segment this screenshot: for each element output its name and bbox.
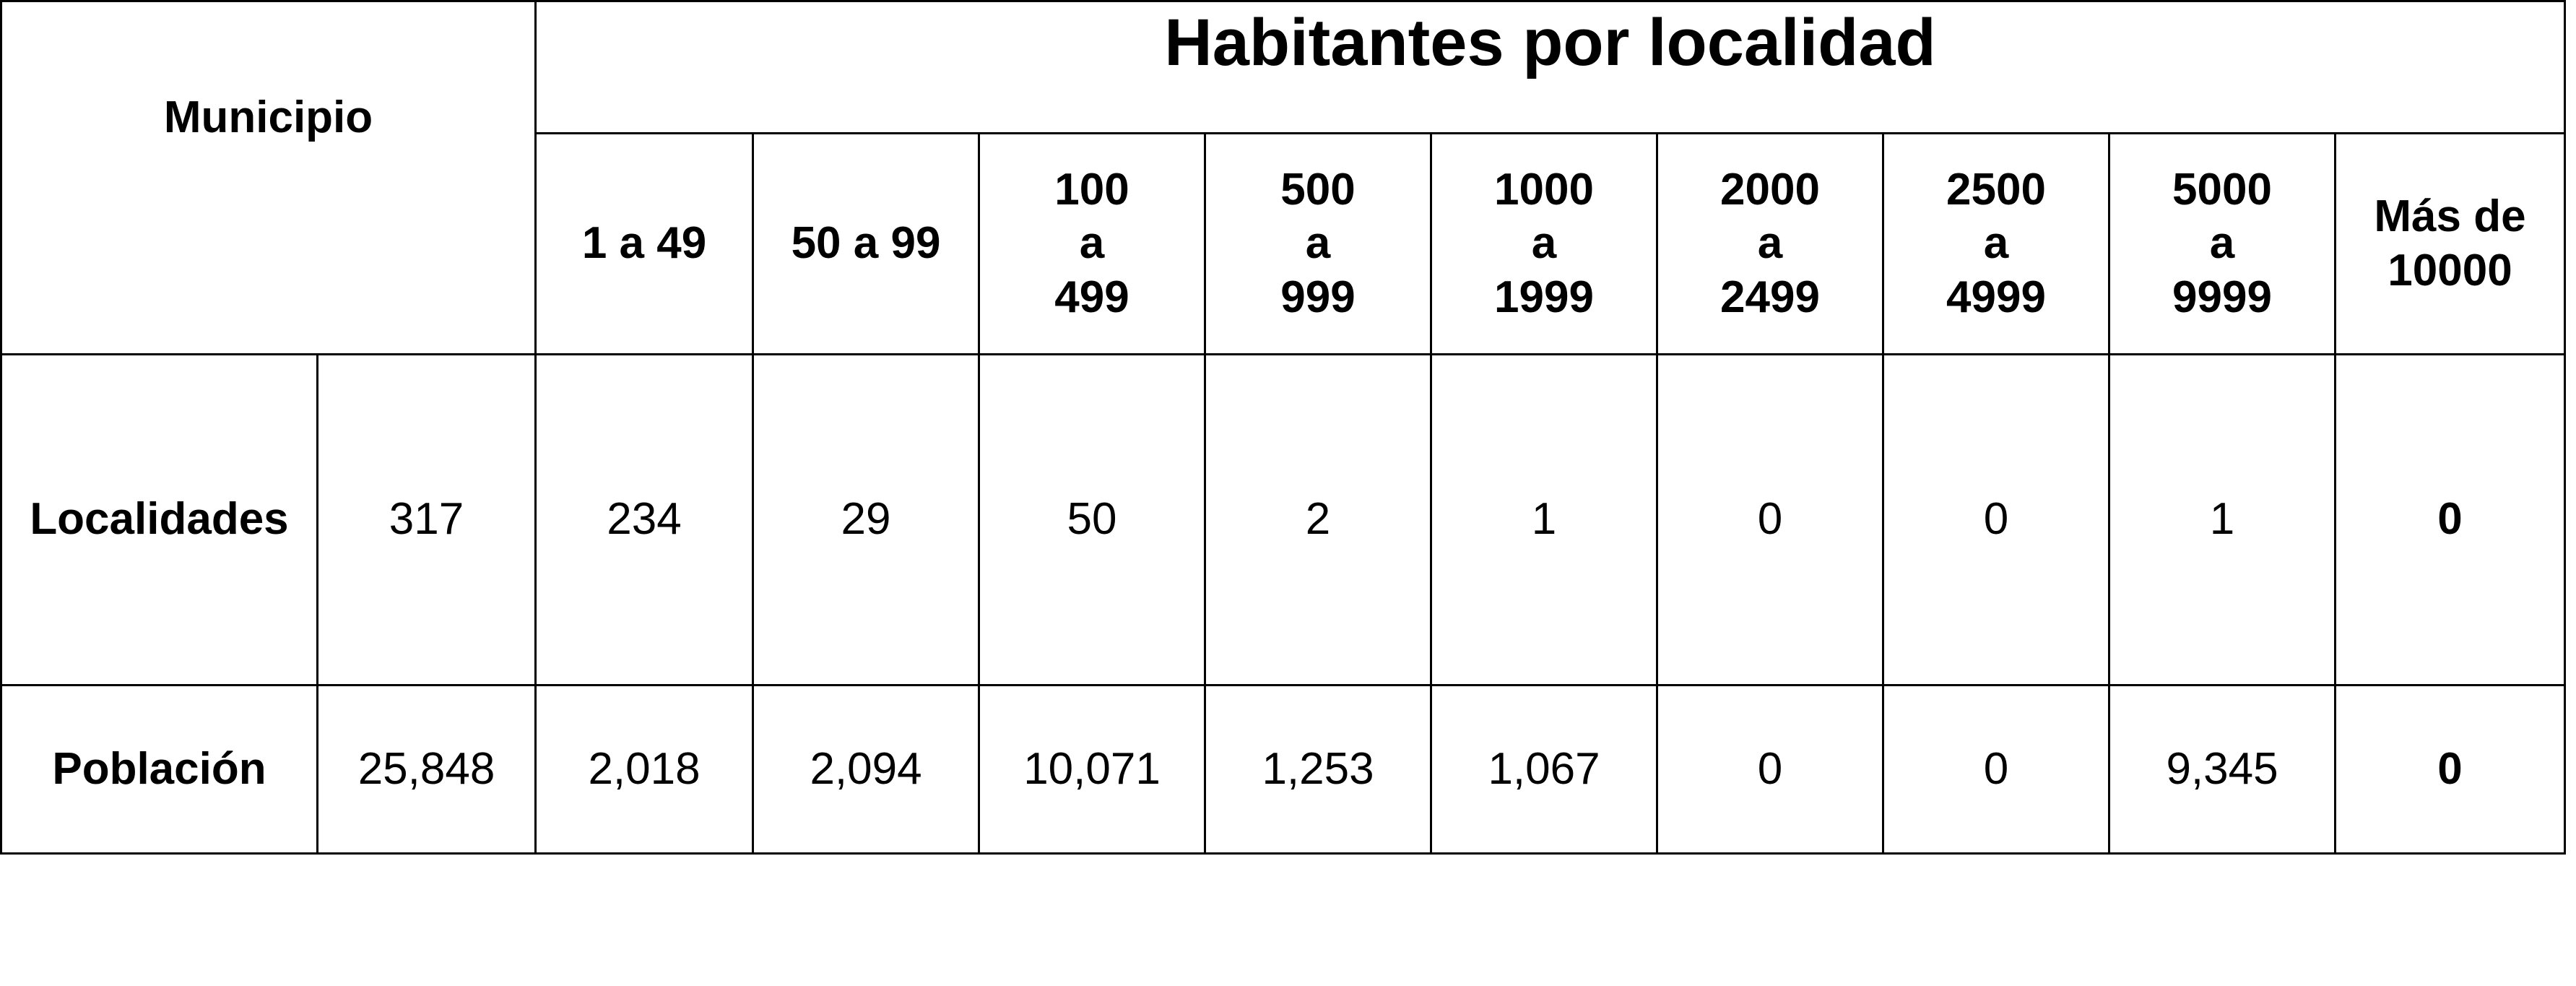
table-cell: 1,253	[1204, 684, 1433, 855]
table-cell: 50	[978, 353, 1207, 686]
table-cell: 0	[2334, 353, 2567, 686]
range-header-1-49: 1 a 49	[534, 132, 755, 355]
range-header-2500-4999: 2500 a 4999	[1882, 132, 2111, 355]
range-header-2000-2499: 2000 a 2499	[1656, 132, 1885, 355]
range-header-50-99: 50 a 99	[752, 132, 981, 355]
range-header-row: 1 a 49 50 a 99 100 a 499 500 a 999 1000 a 1999…	[1, 132, 2567, 355]
range-header-500-999: 500 a 999	[1204, 132, 1433, 355]
table-cell: 0	[1656, 684, 1885, 855]
table-cell: 2,094	[752, 684, 981, 855]
range-header-100-499: 100 a 499	[978, 132, 1207, 355]
table-cell: 9,345	[2108, 684, 2337, 855]
table-cell: 2	[1204, 353, 1433, 686]
table-cell: 1	[2108, 353, 2337, 686]
table-cell: 0	[2334, 684, 2567, 855]
row-label-poblacion: Población	[0, 684, 318, 855]
habitantes-table: Municipio Habitantes por localidad 1 a 4…	[0, 0, 2567, 855]
table-cell: 0	[1656, 353, 1885, 686]
poblacion-total: 25,848	[316, 684, 537, 855]
table-cell: 1,067	[1430, 684, 1659, 855]
table-cell: 29	[752, 353, 981, 686]
table-cell: 234	[534, 353, 755, 686]
table-cell: 1	[1430, 353, 1659, 686]
table-cell: 10,071	[978, 684, 1207, 855]
municipio-header: Municipio	[163, 92, 373, 142]
table-cell: 0	[1882, 353, 2111, 686]
range-header-mas-10000: Más de 10000	[2334, 132, 2567, 355]
table-title: Habitantes por localidad	[1164, 6, 1936, 79]
localidades-total: 317	[316, 353, 537, 686]
row-label-localidades: Localidades	[0, 353, 318, 686]
range-header-1000-1999: 1000 a 1999	[1430, 132, 1659, 355]
table-row-localidades: Localidades 317 234 29 50 2 1 0 0 1 0	[0, 353, 2567, 686]
title-row: Municipio Habitantes por localidad	[0, 0, 2567, 355]
range-header-5000-9999: 5000 a 9999	[2108, 132, 2337, 355]
table-row-poblacion: Población 25,848 2,018 2,094 10,071 1,25…	[0, 684, 2567, 855]
title-cell: Habitantes por localidad	[534, 0, 2567, 134]
table-cell: 2,018	[534, 684, 755, 855]
table-cell: 0	[1882, 684, 2111, 855]
municipio-header-cell: Municipio	[0, 0, 537, 355]
